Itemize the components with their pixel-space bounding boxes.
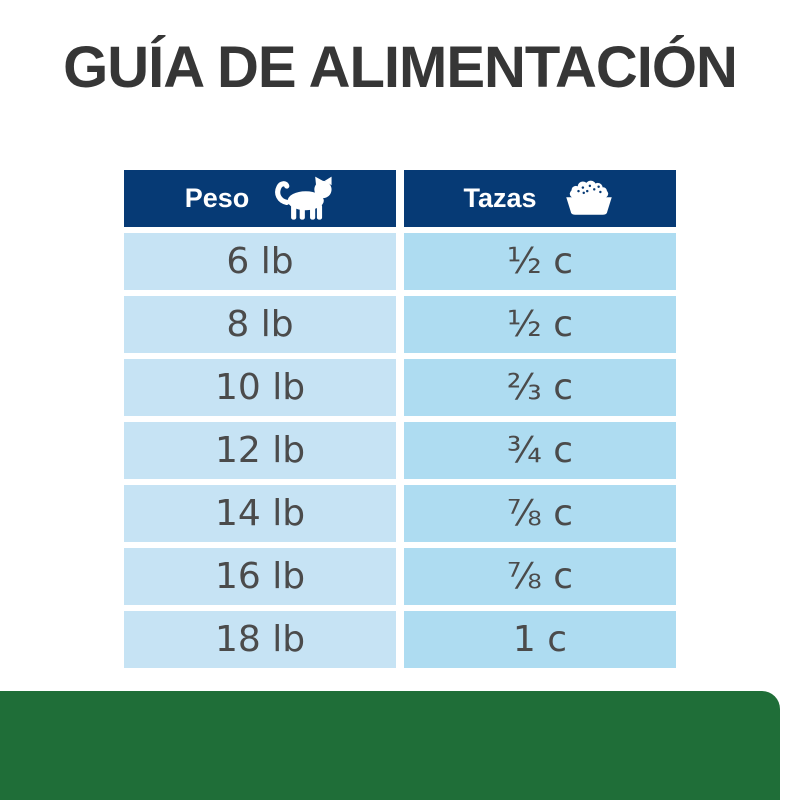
bowl-icon bbox=[565, 180, 612, 215]
cups-cell: ⅞ c bbox=[404, 485, 676, 542]
weight-cell: 10 lb bbox=[124, 359, 396, 416]
col-header-peso: Peso bbox=[124, 170, 396, 227]
footer-bar bbox=[0, 691, 780, 800]
cups-cell: ⅞ c bbox=[404, 548, 676, 605]
cups-cell: ¾ c bbox=[404, 422, 676, 479]
cups-cell: ½ c bbox=[404, 233, 676, 290]
cups-cell: 1 c bbox=[404, 611, 676, 668]
cups-cell: ½ c bbox=[404, 296, 676, 353]
col-header-tazas: Tazas bbox=[404, 170, 676, 227]
col-header-tazas-label: Tazas bbox=[463, 183, 537, 213]
page-title: GUÍA DE ALIMENTACIÓN bbox=[63, 35, 738, 100]
weight-cell: 6 lb bbox=[124, 233, 396, 290]
weight-cell: 8 lb bbox=[124, 296, 396, 353]
feeding-table: Peso Tazas bbox=[124, 170, 676, 668]
col-header-peso-label: Peso bbox=[184, 183, 250, 213]
weight-cell: 18 lb bbox=[124, 611, 396, 668]
cups-cell: ⅔ c bbox=[404, 359, 676, 416]
weight-cell: 16 lb bbox=[124, 548, 396, 605]
weight-cell: 14 lb bbox=[124, 485, 396, 542]
weight-cell: 12 lb bbox=[124, 422, 396, 479]
cat-icon bbox=[275, 176, 332, 220]
